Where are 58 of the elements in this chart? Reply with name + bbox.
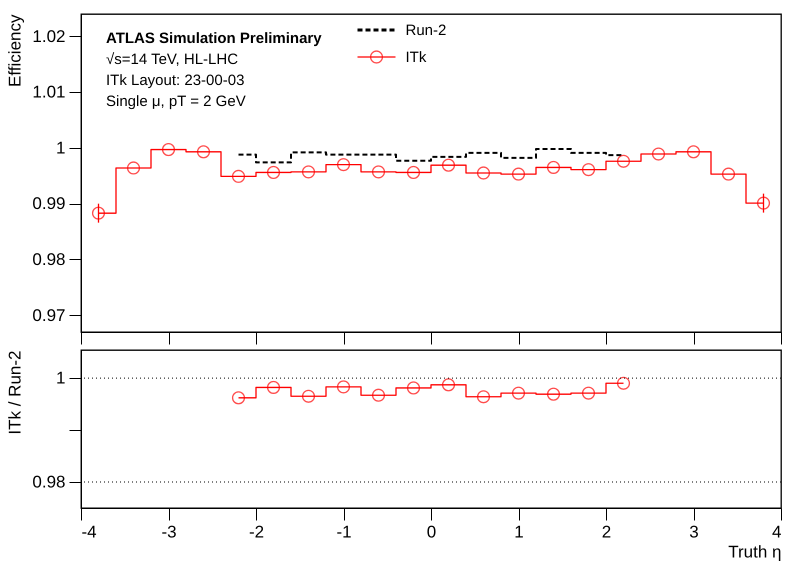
x-tick-label: 2 xyxy=(602,522,612,542)
point xyxy=(372,388,386,402)
point xyxy=(616,154,630,168)
point xyxy=(686,145,700,158)
y-tick-label: 1.01 xyxy=(32,82,66,102)
point xyxy=(372,165,386,178)
y-axis-title: Efficiency xyxy=(5,14,24,87)
x-tick-label: 1 xyxy=(514,522,524,542)
x-tick-label: 4 xyxy=(772,522,782,542)
y-tick-label: 0.99 xyxy=(32,194,66,214)
annotation: ATLAS Simulation Preliminary xyxy=(106,30,322,47)
y-tick-label: 0.98 xyxy=(32,472,66,492)
y-tick-label: 0.97 xyxy=(32,306,66,325)
point xyxy=(722,168,736,181)
point xyxy=(336,380,350,394)
point xyxy=(266,166,280,179)
point xyxy=(406,381,420,394)
point xyxy=(476,166,490,180)
point xyxy=(406,166,420,179)
point xyxy=(616,376,630,390)
point xyxy=(302,390,316,403)
point xyxy=(126,161,140,175)
x-tick-label: -1 xyxy=(336,522,352,542)
point xyxy=(652,147,666,161)
point xyxy=(512,168,526,181)
annotation: Single μ, pT = 2 GeV xyxy=(106,93,246,110)
y-tick-label: 1.02 xyxy=(32,26,66,46)
x-tick-label: 3 xyxy=(689,522,699,542)
point xyxy=(546,160,560,174)
point xyxy=(92,206,106,220)
y-tick-label: 1 xyxy=(56,138,66,158)
x-axis-title: Truth η xyxy=(728,542,782,562)
annotation: √s=14 TeV, HL-LHC xyxy=(106,51,238,68)
y-tick-label: 0.98 xyxy=(32,250,66,269)
x-tick-label: -2 xyxy=(248,522,264,542)
y-axis-title: ITk / Run-2 xyxy=(5,350,24,435)
x-tick-label: 0 xyxy=(426,522,436,542)
y-tick-label: 1 xyxy=(56,368,66,388)
point xyxy=(302,165,316,178)
point xyxy=(546,388,560,401)
point xyxy=(196,145,210,158)
point xyxy=(232,391,246,404)
point xyxy=(512,386,526,400)
point xyxy=(266,380,280,394)
point xyxy=(442,158,456,172)
point xyxy=(442,378,456,392)
point xyxy=(162,143,176,156)
x-tick-label: -3 xyxy=(161,522,177,542)
point xyxy=(582,386,596,400)
legend-label: Run-2 xyxy=(406,22,446,39)
point xyxy=(756,196,770,210)
x-tick-label: -4 xyxy=(82,522,97,542)
point xyxy=(232,170,246,183)
point xyxy=(336,158,350,172)
annotation: ITk Layout: 23-00-03 xyxy=(106,72,244,89)
point xyxy=(476,390,490,404)
legend-label: ITk xyxy=(406,49,427,66)
point xyxy=(582,163,596,176)
